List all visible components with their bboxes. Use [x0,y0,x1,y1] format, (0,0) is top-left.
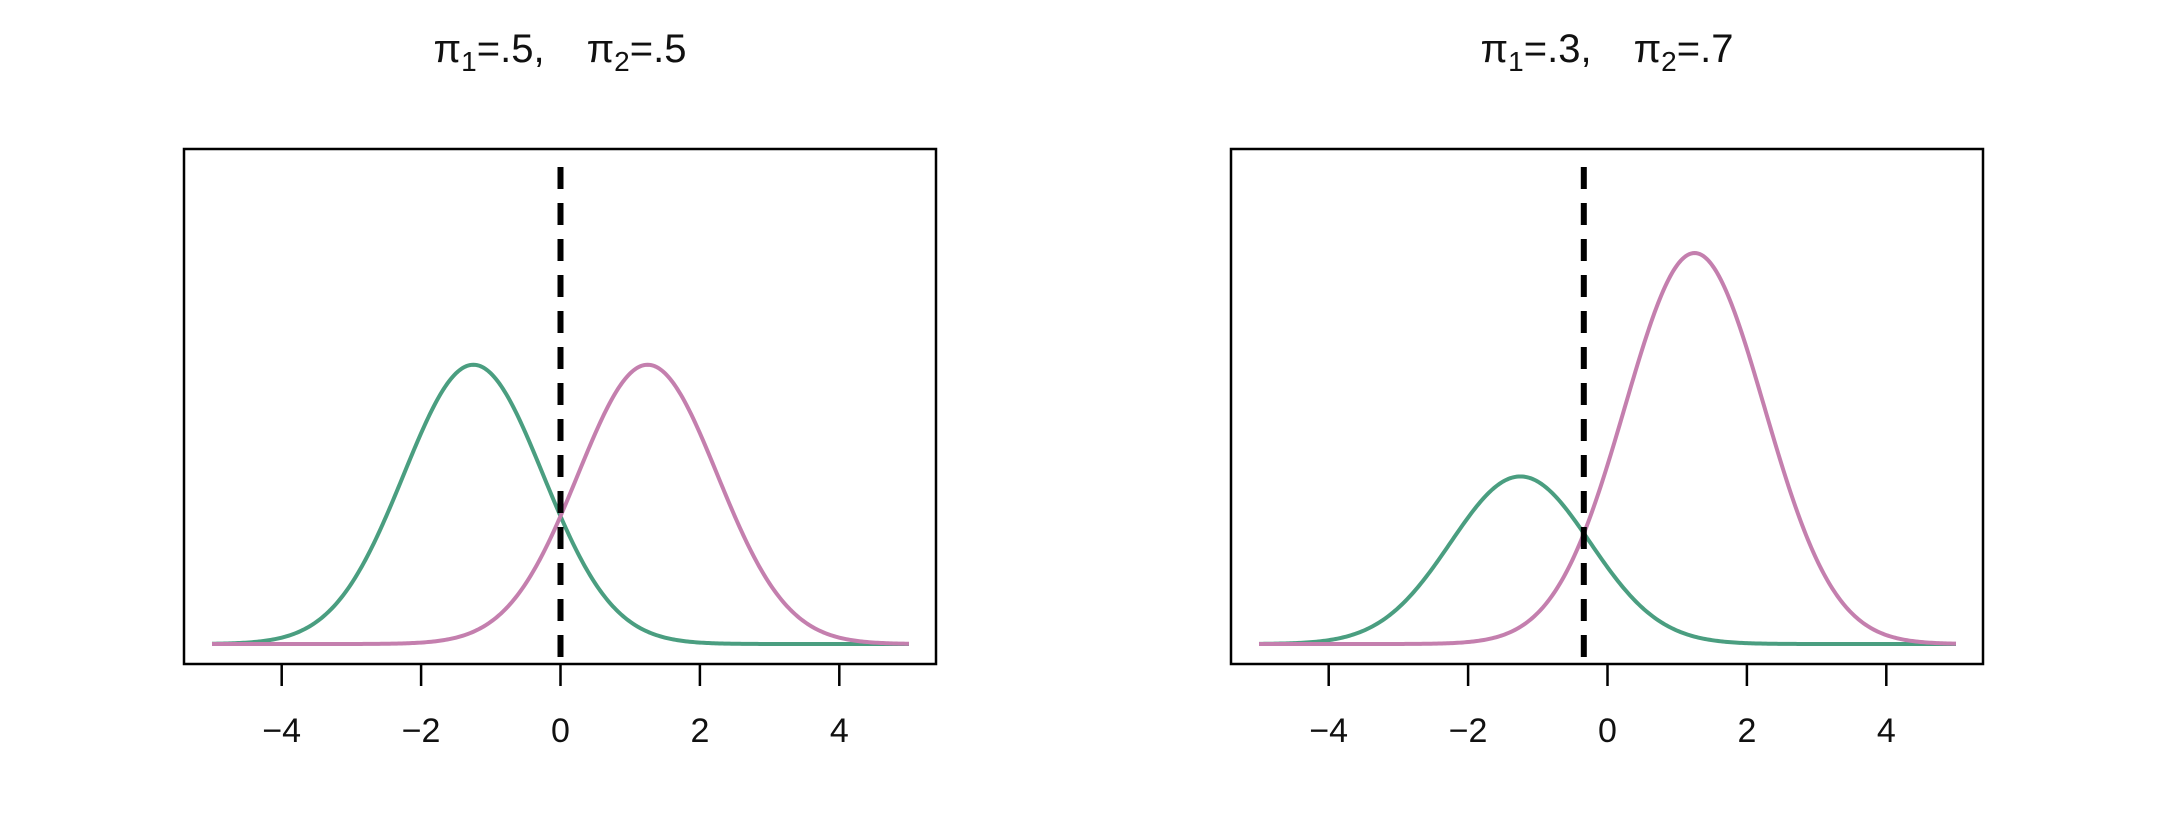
plot-frame [1229,147,1985,666]
chart-title: π1=.5, π2=.5 [434,27,687,77]
x-tick-label: 0 [551,712,570,750]
title-sub-1: 1 [461,46,477,77]
x-tick-label: 0 [1598,712,1617,750]
chart-title: π1=.3, π2=.7 [1481,27,1734,77]
x-tick-label: −2 [402,712,441,750]
title-sub-1: 1 [1508,46,1524,77]
title-value-1: =.3, [1524,27,1592,71]
title-sub-2: 2 [1661,46,1677,77]
title-pi-1: π [434,27,462,71]
density-curve-class-2 [1259,251,1957,646]
title-pi-2: π [587,27,615,71]
chart-panel-equal-priors: π1=.5, π2=.5 −4 −2 0 2 4 [182,27,938,750]
x-tick-label: 2 [690,712,709,750]
density-curve-class-1 [1258,474,1956,646]
x-axis: −4 −2 0 2 4 [262,664,849,750]
x-tick-label: −4 [1309,712,1348,750]
title-pi-1: π [1481,27,1509,71]
x-tick-label: 4 [1877,712,1896,750]
x-axis: −4 −2 0 2 4 [1309,664,1896,750]
x-tick-label: 2 [1737,712,1756,750]
x-tick-label: −4 [262,712,301,750]
plot-frame [182,147,938,666]
chart-panel-unequal-priors: π1=.3, π2=.7 −4 −2 0 2 4 [1229,27,1985,750]
density-curve-class-2 [212,362,910,646]
density-curves [211,362,910,646]
title-pi-2: π [1634,27,1662,71]
title-value-2: =.7 [1677,27,1734,71]
x-tick-label: −2 [1449,712,1488,750]
x-tick-label: 4 [830,712,849,750]
title-value-1: =.5, [477,27,545,71]
title-sub-2: 2 [614,46,630,77]
title-value-2: =.5 [630,27,687,71]
density-curves [1258,251,1957,646]
